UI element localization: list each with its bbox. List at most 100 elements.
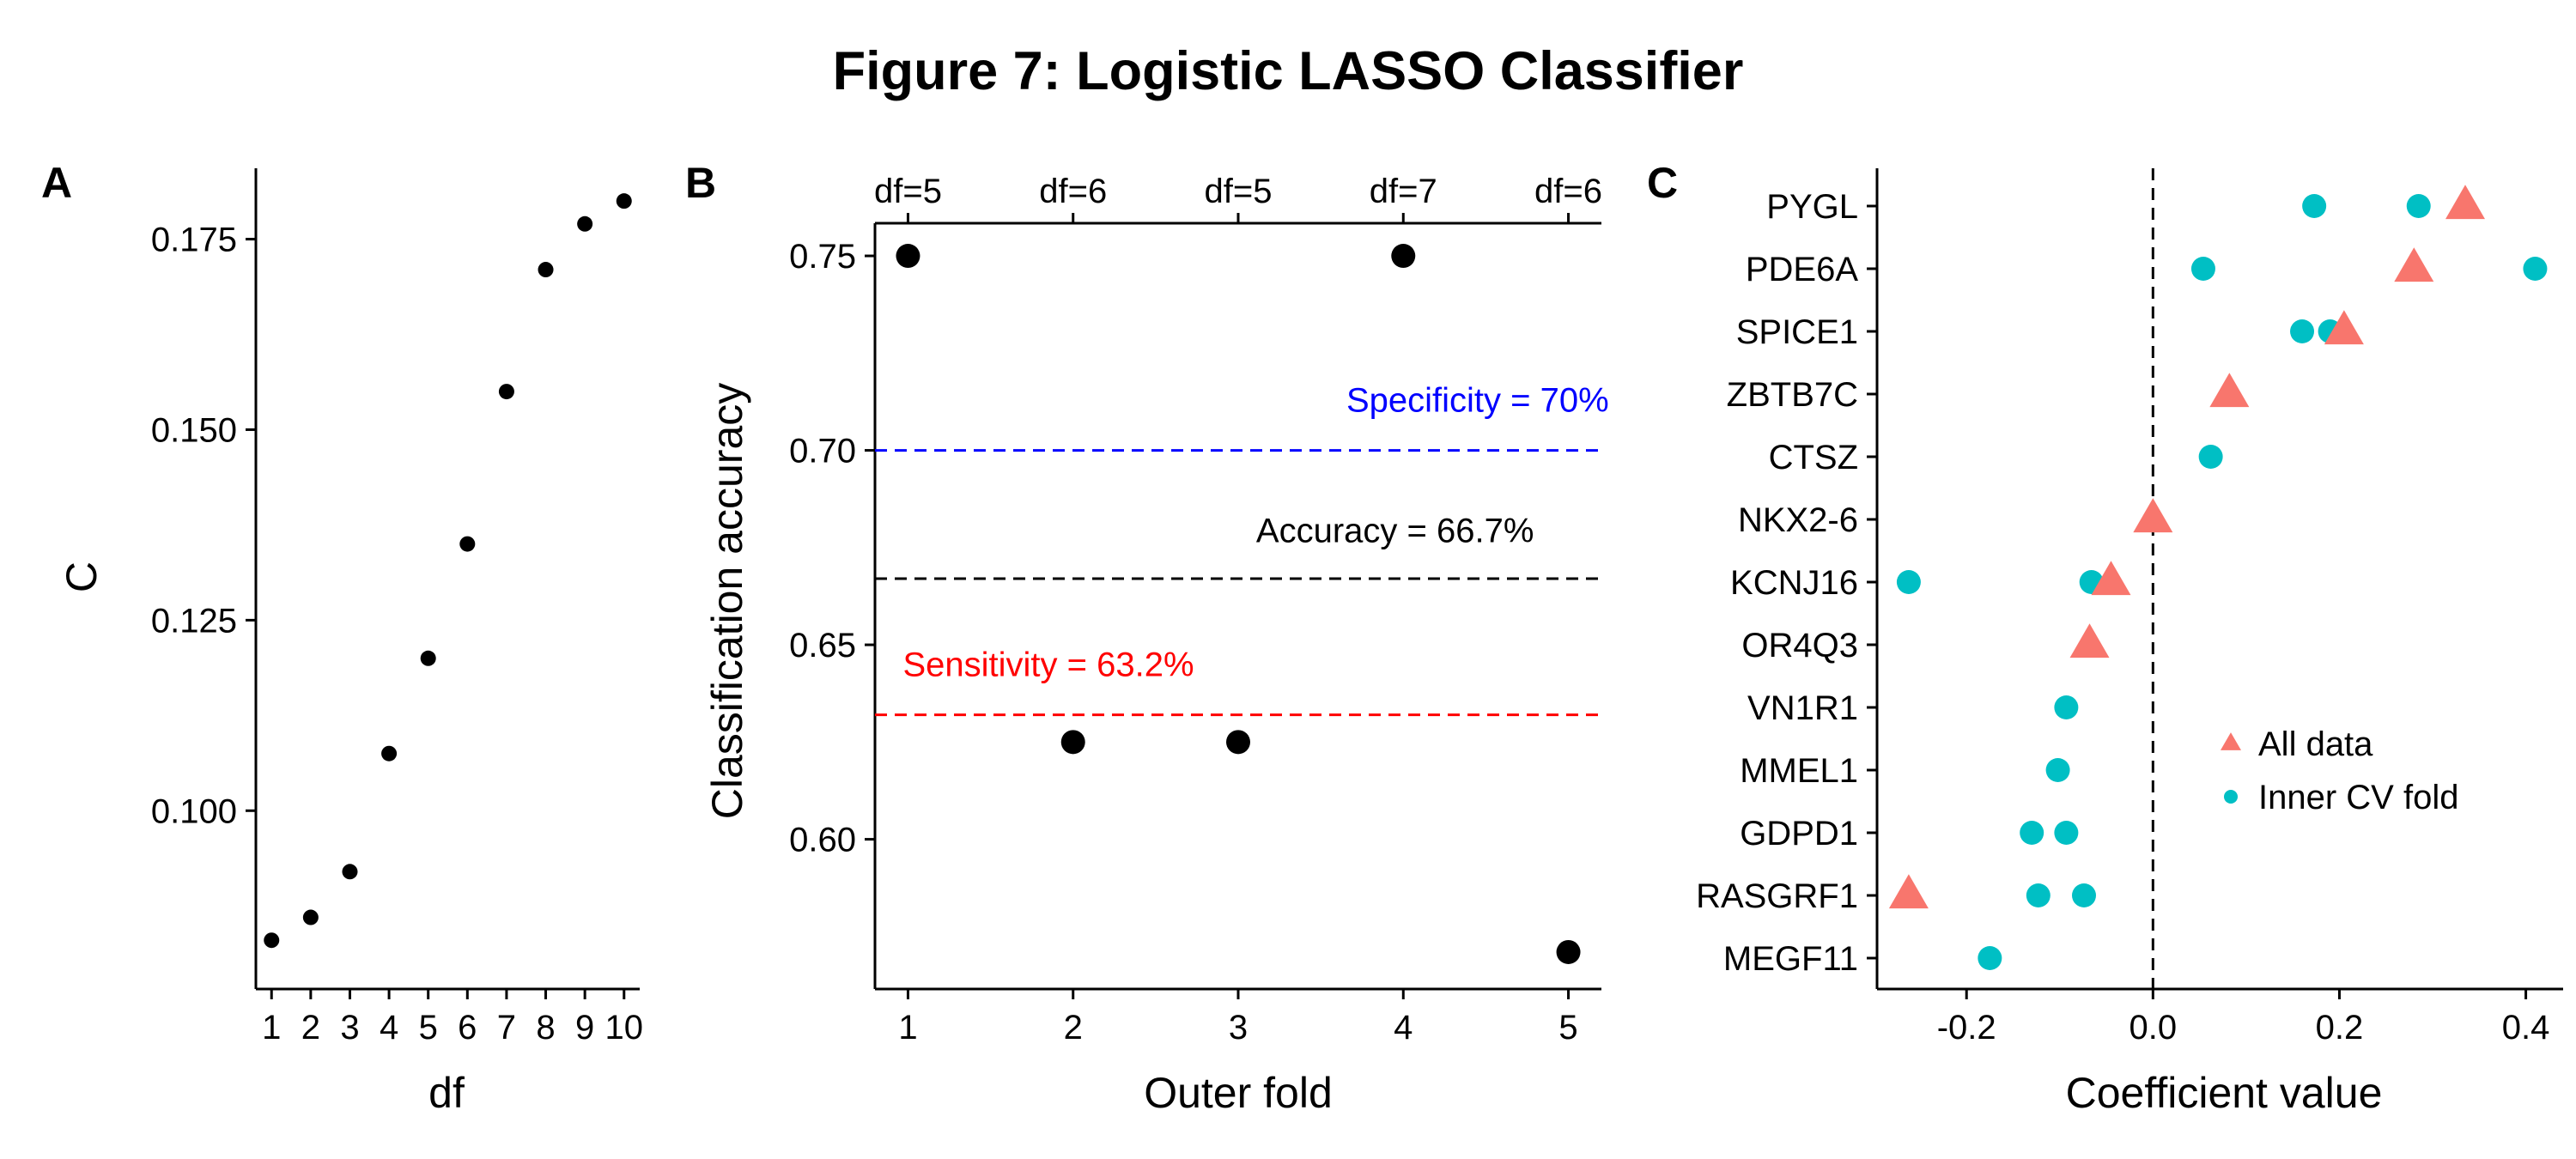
panel-a-ytick-label: 0.125	[151, 602, 237, 640]
panel-b-ytick-label: 0.70	[789, 433, 856, 470]
panel-b-xlabel: Outer fold	[1144, 1069, 1333, 1117]
panel-a-xtick-label: 7	[497, 1009, 516, 1047]
panel-c-legend-inner-cv-key	[2224, 790, 2238, 804]
panel-c-gene-label: MEGF11	[1723, 940, 1858, 978]
panel-b-xtick-label: 3	[1229, 1009, 1248, 1047]
panel-a-xtick-label: 3	[340, 1009, 359, 1047]
panel-c-legend-all-data-label: All data	[2258, 725, 2373, 763]
panel-c-gene-label: GDPD1	[1740, 815, 1858, 853]
panel-c-gene-label: CTSZ	[1769, 439, 1858, 476]
panel-c-gene-label: ZBTB7C	[1727, 376, 1858, 414]
panel-b-plot: 0.60 0.65 0.70 0.75 1 df=5 2 df=6 3 df=5 4 df=7 5 df=…	[789, 173, 1609, 1047]
panel-c-inner-cv-point	[1896, 570, 1921, 594]
panel-b-accuracy-label: Accuracy = 66.7%	[1256, 512, 1534, 549]
panel-c-inner-cv-point	[2198, 445, 2223, 469]
panel-c-xlabel: Coefficient value	[2066, 1069, 2383, 1117]
panel-c-inner-cv-point	[2072, 883, 2097, 907]
panel-a-point	[302, 909, 319, 925]
panel-a-ylabel: C	[58, 561, 106, 592]
panel-c-xtick-label: 0.0	[2129, 1009, 2178, 1047]
panel-c-all-data-point	[1888, 874, 1929, 909]
panel-c-inner-cv-point	[2020, 821, 2044, 845]
figure-title: Figure 7: Logistic LASSO Classifier	[833, 41, 1744, 101]
panel-b-top-tick-label: df=6	[1534, 173, 1602, 210]
panel-c-gene-label: VN1R1	[1747, 689, 1858, 727]
panel-c-gene-label: OR4Q3	[1741, 627, 1858, 664]
panel-c-inner-cv-point	[2290, 319, 2315, 343]
panel-c-inner-cv-point	[2190, 257, 2215, 281]
panel-c-all-data-point	[2324, 310, 2364, 345]
panel-b-point	[896, 244, 920, 269]
panel-b-xtick-label: 5	[1558, 1009, 1577, 1047]
panel-a-point	[381, 745, 398, 762]
panel-c-inner-cv-point	[2026, 883, 2050, 907]
panel-c-all-data-point	[2445, 185, 2486, 220]
panel-c-inner-cv-point	[2406, 194, 2431, 218]
panel-b-specificity-label: Specificity = 70%	[1346, 382, 1609, 420]
panel-a-xtick-label: 1	[262, 1009, 281, 1047]
panel-a-point	[420, 650, 436, 666]
panel-c-inner-cv-point	[2054, 821, 2079, 845]
panel-a-point	[264, 932, 280, 949]
panel-c-gene-label: SPICE1	[1736, 313, 1858, 351]
panel-b-xtick-label: 1	[898, 1009, 917, 1047]
panel-a-xtick-label: 5	[419, 1009, 438, 1047]
panel-c-all-data-point	[2209, 373, 2250, 408]
panel-b-xtick-label: 4	[1394, 1009, 1413, 1047]
panel-b-sensitivity-label: Sensitivity = 63.2%	[902, 646, 1194, 684]
panel-a-xlabel: df	[428, 1069, 465, 1117]
panel-a-point	[577, 215, 593, 232]
panel-c-all-data-point	[2394, 247, 2434, 282]
panel-c-gene-label: MMEL1	[1740, 752, 1858, 790]
panel-c-inner-cv-point	[1978, 946, 2002, 970]
panel-a-point	[342, 864, 358, 880]
panel-b-ytick-label: 0.65	[789, 627, 856, 664]
panel-c-legend-inner-cv-label: Inner CV fold	[2258, 779, 2458, 816]
panel-c-xtick-label: 0.4	[2502, 1009, 2550, 1047]
panel-b-top-tick-label: df=6	[1039, 173, 1107, 210]
panel-b-ytick-label: 0.60	[789, 822, 856, 859]
panel-b-label: B	[685, 159, 716, 207]
panel-a-ytick-label: 0.150	[151, 411, 237, 449]
panel-a-point	[616, 193, 632, 209]
panel-b-top-tick-label: df=5	[874, 173, 942, 210]
panel-c-gene-label: PYGL	[1766, 188, 1858, 226]
panel-a-ytick-label: 0.175	[151, 221, 237, 259]
panel-a-point	[459, 536, 476, 552]
panel-c-inner-cv-point	[2523, 257, 2548, 281]
panel-c-gene-label: RASGRF1	[1696, 877, 1858, 915]
panel-b-point	[1391, 244, 1416, 269]
panel-c-inner-cv-point	[2054, 695, 2079, 719]
panel-a-xtick-label: 2	[301, 1009, 320, 1047]
panel-b-top-tick-label: df=5	[1205, 173, 1273, 210]
panel-b-ylabel: Classification accuracy	[703, 383, 751, 820]
panel-b-point	[1226, 730, 1250, 755]
panel-c-label: C	[1647, 159, 1678, 207]
panel-a-label: A	[41, 159, 72, 207]
panel-a-xtick-label: 6	[458, 1009, 477, 1047]
panel-a-ytick-label: 0.100	[151, 792, 237, 830]
panel-c-xtick-label: 0.2	[2316, 1009, 2364, 1047]
panel-c-all-data-point	[2133, 498, 2173, 533]
panel-b-ytick-label: 0.75	[789, 238, 856, 276]
panel-b-point	[1556, 939, 1581, 964]
panel-a-xtick-label: 8	[536, 1009, 555, 1047]
panel-c-all-data-point	[2091, 561, 2131, 596]
panel-a-point	[538, 262, 554, 278]
panel-c-gene-label: PDE6A	[1746, 251, 1858, 288]
panel-a-xtick-label: 9	[575, 1009, 594, 1047]
panel-b-point	[1060, 730, 1085, 755]
panel-b-xtick-label: 2	[1064, 1009, 1083, 1047]
panel-c-plot: PYGL PDE6A SPICE1 ZBTB7C CTSZ NKX2-6 KCNJ16 OR4…	[1696, 168, 2563, 1047]
panel-b-top-tick-label: df=7	[1370, 173, 1437, 210]
panel-c-inner-cv-point	[2045, 758, 2070, 782]
panel-c-gene-label: NKX2-6	[1738, 501, 1858, 539]
panel-a-xtick-label: 10	[605, 1009, 644, 1047]
panel-a-xtick-label: 4	[380, 1009, 398, 1047]
panel-c-legend-all-data-key	[2221, 732, 2241, 750]
panel-c-xtick-label: -0.2	[1937, 1009, 1996, 1047]
panel-c-gene-label: KCNJ16	[1730, 564, 1858, 602]
panel-a-plot: 0.100 0.125 0.150 0.175 1 2 3 4 5 6 7 8 9 10	[151, 168, 643, 1047]
panel-c-inner-cv-point	[2302, 194, 2327, 218]
